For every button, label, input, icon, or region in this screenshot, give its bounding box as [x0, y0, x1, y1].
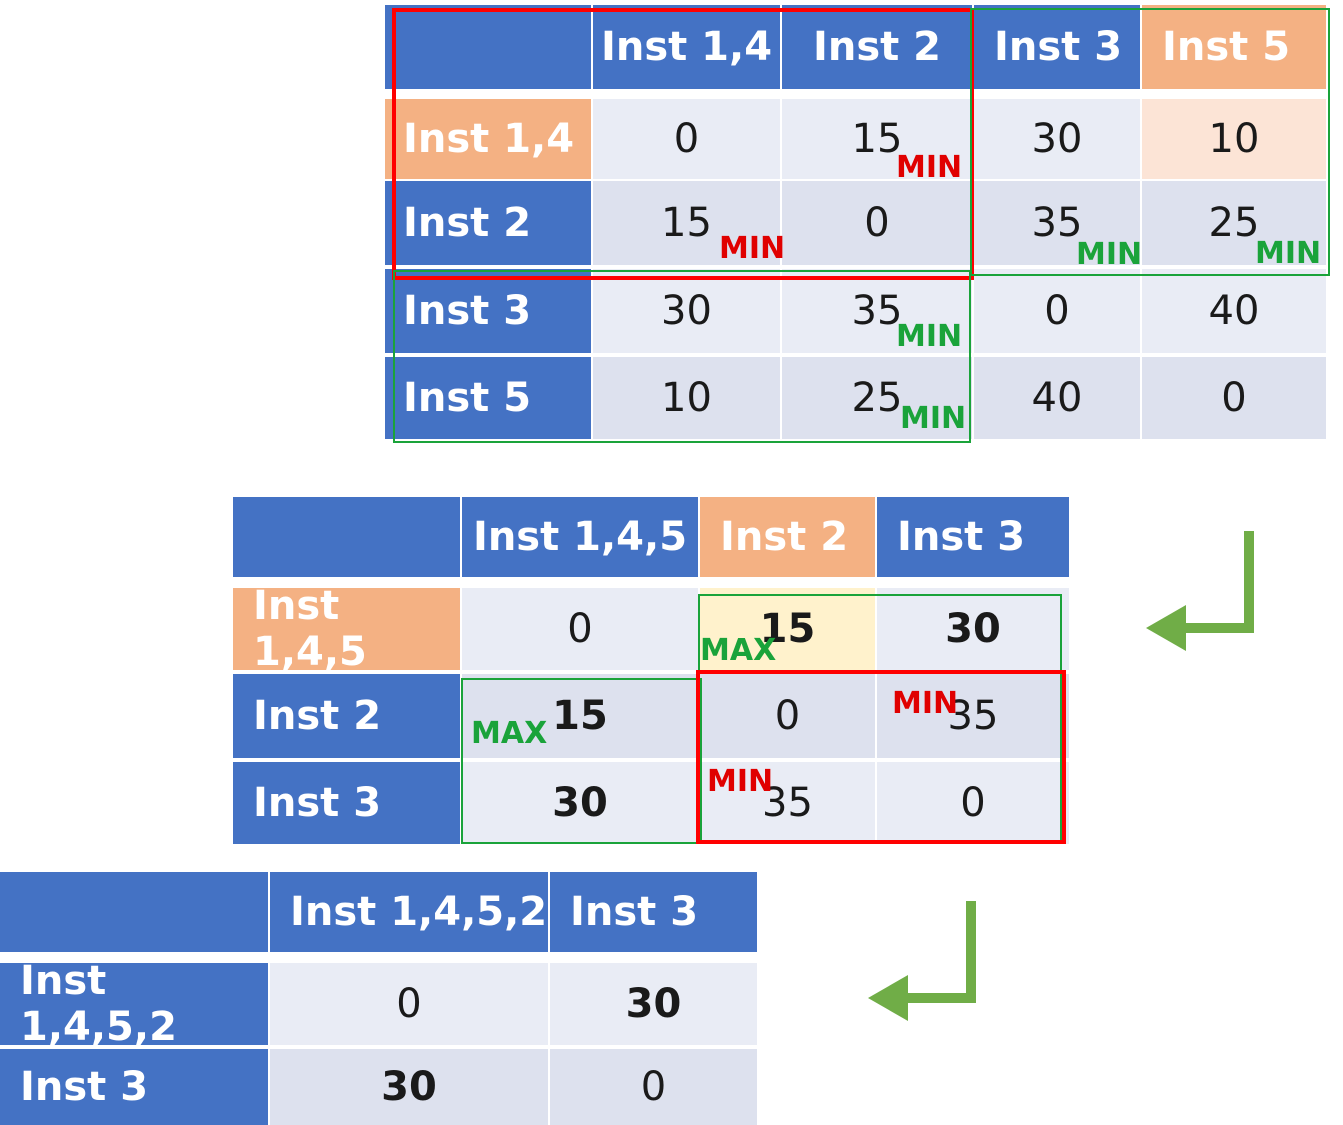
min-label: MIN	[896, 319, 963, 354]
col-header: Inst 2	[782, 5, 972, 89]
col-header: Inst 3	[877, 497, 1069, 577]
min-label: MIN	[707, 764, 774, 799]
table-cell: 40	[1142, 269, 1326, 353]
table-cell: 0	[270, 963, 548, 1045]
table-cell: 0	[1142, 357, 1326, 439]
compare-highlight-green-cols	[970, 8, 1330, 276]
table-cell: 30	[593, 269, 780, 353]
table-cell: 30	[462, 762, 698, 844]
compare-highlight-green-rows	[393, 270, 971, 443]
return-arrow-icon	[1146, 531, 1254, 651]
col-header: Inst 1,4,5,2	[270, 872, 548, 952]
min-label: MIN	[896, 150, 963, 185]
table-cell: 0	[782, 181, 972, 265]
table-cell: 30	[270, 1049, 548, 1125]
corner-cell	[0, 872, 268, 952]
row-header: Inst 2	[233, 674, 460, 758]
col-header: Inst 1,4,5	[462, 497, 698, 577]
table-cell: 15	[593, 181, 780, 265]
compare-highlight-green-col	[461, 678, 702, 844]
col-header: Inst 2	[700, 497, 875, 577]
table-cell: 35	[974, 181, 1140, 265]
table-cell: 30	[877, 588, 1069, 670]
table-cell: 0	[974, 269, 1140, 353]
merge-highlight-red	[696, 670, 1066, 844]
row-header: Inst 3	[233, 762, 460, 844]
col-header: Inst 3	[974, 5, 1140, 89]
table-cell: 0	[877, 762, 1069, 844]
col-header: Inst 5	[1142, 5, 1326, 89]
row-header: Inst 3	[0, 1049, 268, 1125]
table-cell: 0	[593, 99, 780, 179]
min-label: MIN	[719, 231, 786, 266]
row-header: Inst 2	[385, 181, 591, 265]
row-header: Inst 3	[385, 269, 591, 353]
min-label: MIN	[900, 401, 967, 436]
max-label: MAX	[471, 716, 548, 751]
table-cell: 35	[700, 762, 875, 844]
table-cell: 25	[782, 357, 972, 439]
table-cell: 0	[462, 588, 698, 670]
min-label: MIN	[1255, 236, 1322, 271]
table-cell: 10	[593, 357, 780, 439]
row-header: Inst 1,4	[385, 99, 591, 179]
corner-cell	[385, 5, 591, 89]
corner-cell	[233, 497, 460, 577]
table-cell: 25	[1142, 181, 1326, 265]
table-cell: 15	[700, 588, 875, 670]
table-cell: 30	[974, 99, 1140, 179]
min-label: MIN	[892, 686, 959, 721]
table-cell: 35	[877, 674, 1069, 758]
table-cell: 0	[550, 1049, 757, 1125]
row-header: Inst 1,4,5	[233, 583, 460, 675]
table-cell: 15	[782, 99, 972, 179]
col-header: Inst 1,4	[593, 5, 780, 89]
table-cell: 30	[550, 963, 757, 1045]
min-label: MIN	[1076, 237, 1143, 272]
row-header: Inst 5	[385, 357, 591, 439]
merge-highlight-red	[392, 8, 974, 280]
return-arrow-icon	[868, 901, 976, 1021]
table-cell: 40	[974, 357, 1140, 439]
row-header: Inst 1,4,5,2	[0, 958, 268, 1050]
table-cell: 35	[782, 269, 972, 353]
table-cell: 0	[700, 674, 875, 758]
col-header: Inst 3	[550, 872, 757, 952]
max-label: MAX	[700, 633, 777, 668]
table-cell: 15	[462, 674, 698, 758]
table-cell: 10	[1142, 99, 1326, 179]
